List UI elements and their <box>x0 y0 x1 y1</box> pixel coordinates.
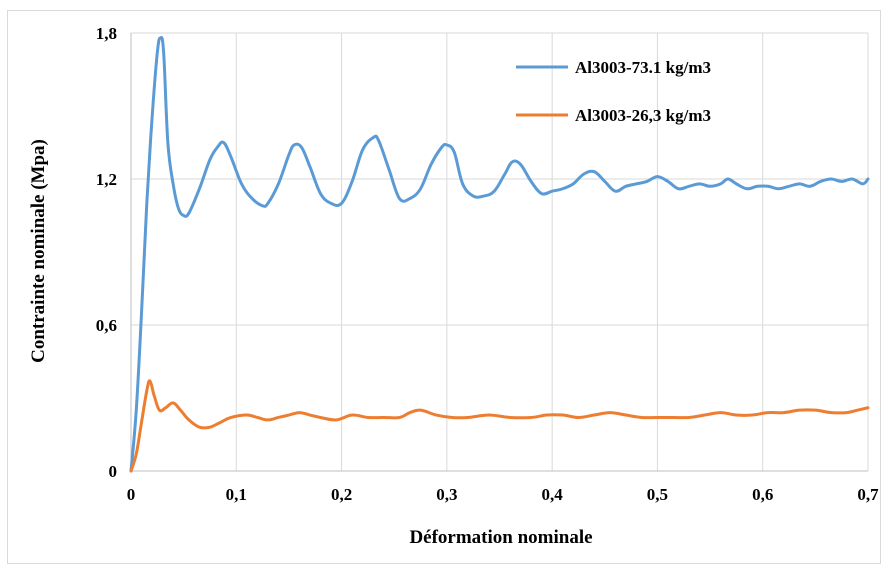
legend: Al3003-73.1 kg/m3 Al3003-26,3 kg/m3 <box>516 58 711 125</box>
x-tick-label: 0,6 <box>752 485 773 504</box>
x-tick-label: 0,3 <box>436 485 457 504</box>
chart-svg: 0 0,1 0,2 0,3 0,4 0,5 0,6 0,7 0 0,6 1,2 1,8 Déforma… <box>28 24 879 548</box>
axis-layer <box>130 33 868 472</box>
x-tick-label: 0,4 <box>542 485 564 504</box>
grid-layer <box>131 32 869 471</box>
series-line-2 <box>129 379 870 473</box>
x-tick-label: 0,1 <box>226 485 247 504</box>
series-line-1 <box>129 36 870 473</box>
y-tick-label: 1,8 <box>96 24 117 43</box>
y-tick-label: 0,6 <box>96 316 117 335</box>
y-axis-title: Contrainte nominale (Mpa) <box>28 139 49 363</box>
x-tick-label: 0,2 <box>331 485 352 504</box>
tick-label-layer: 0 0,1 0,2 0,3 0,4 0,5 0,6 0,7 0 0,6 1,2 1,8 <box>96 24 879 504</box>
legend-label-series-1: Al3003-73.1 kg/m3 <box>575 58 711 77</box>
x-tick-label: 0,7 <box>857 485 879 504</box>
series-layer <box>129 36 870 473</box>
chart-frame: 0 0,1 0,2 0,3 0,4 0,5 0,6 0,7 0 0,6 1,2 1,8 Déforma… <box>7 10 881 564</box>
y-tick-label: 1,2 <box>96 170 117 189</box>
legend-label-series-2: Al3003-26,3 kg/m3 <box>575 106 711 125</box>
x-tick-label: 0,5 <box>647 485 668 504</box>
x-tick-label: 0 <box>127 485 136 504</box>
y-tick-label: 0 <box>109 462 118 481</box>
x-axis-title: Déformation nominale <box>409 527 592 548</box>
